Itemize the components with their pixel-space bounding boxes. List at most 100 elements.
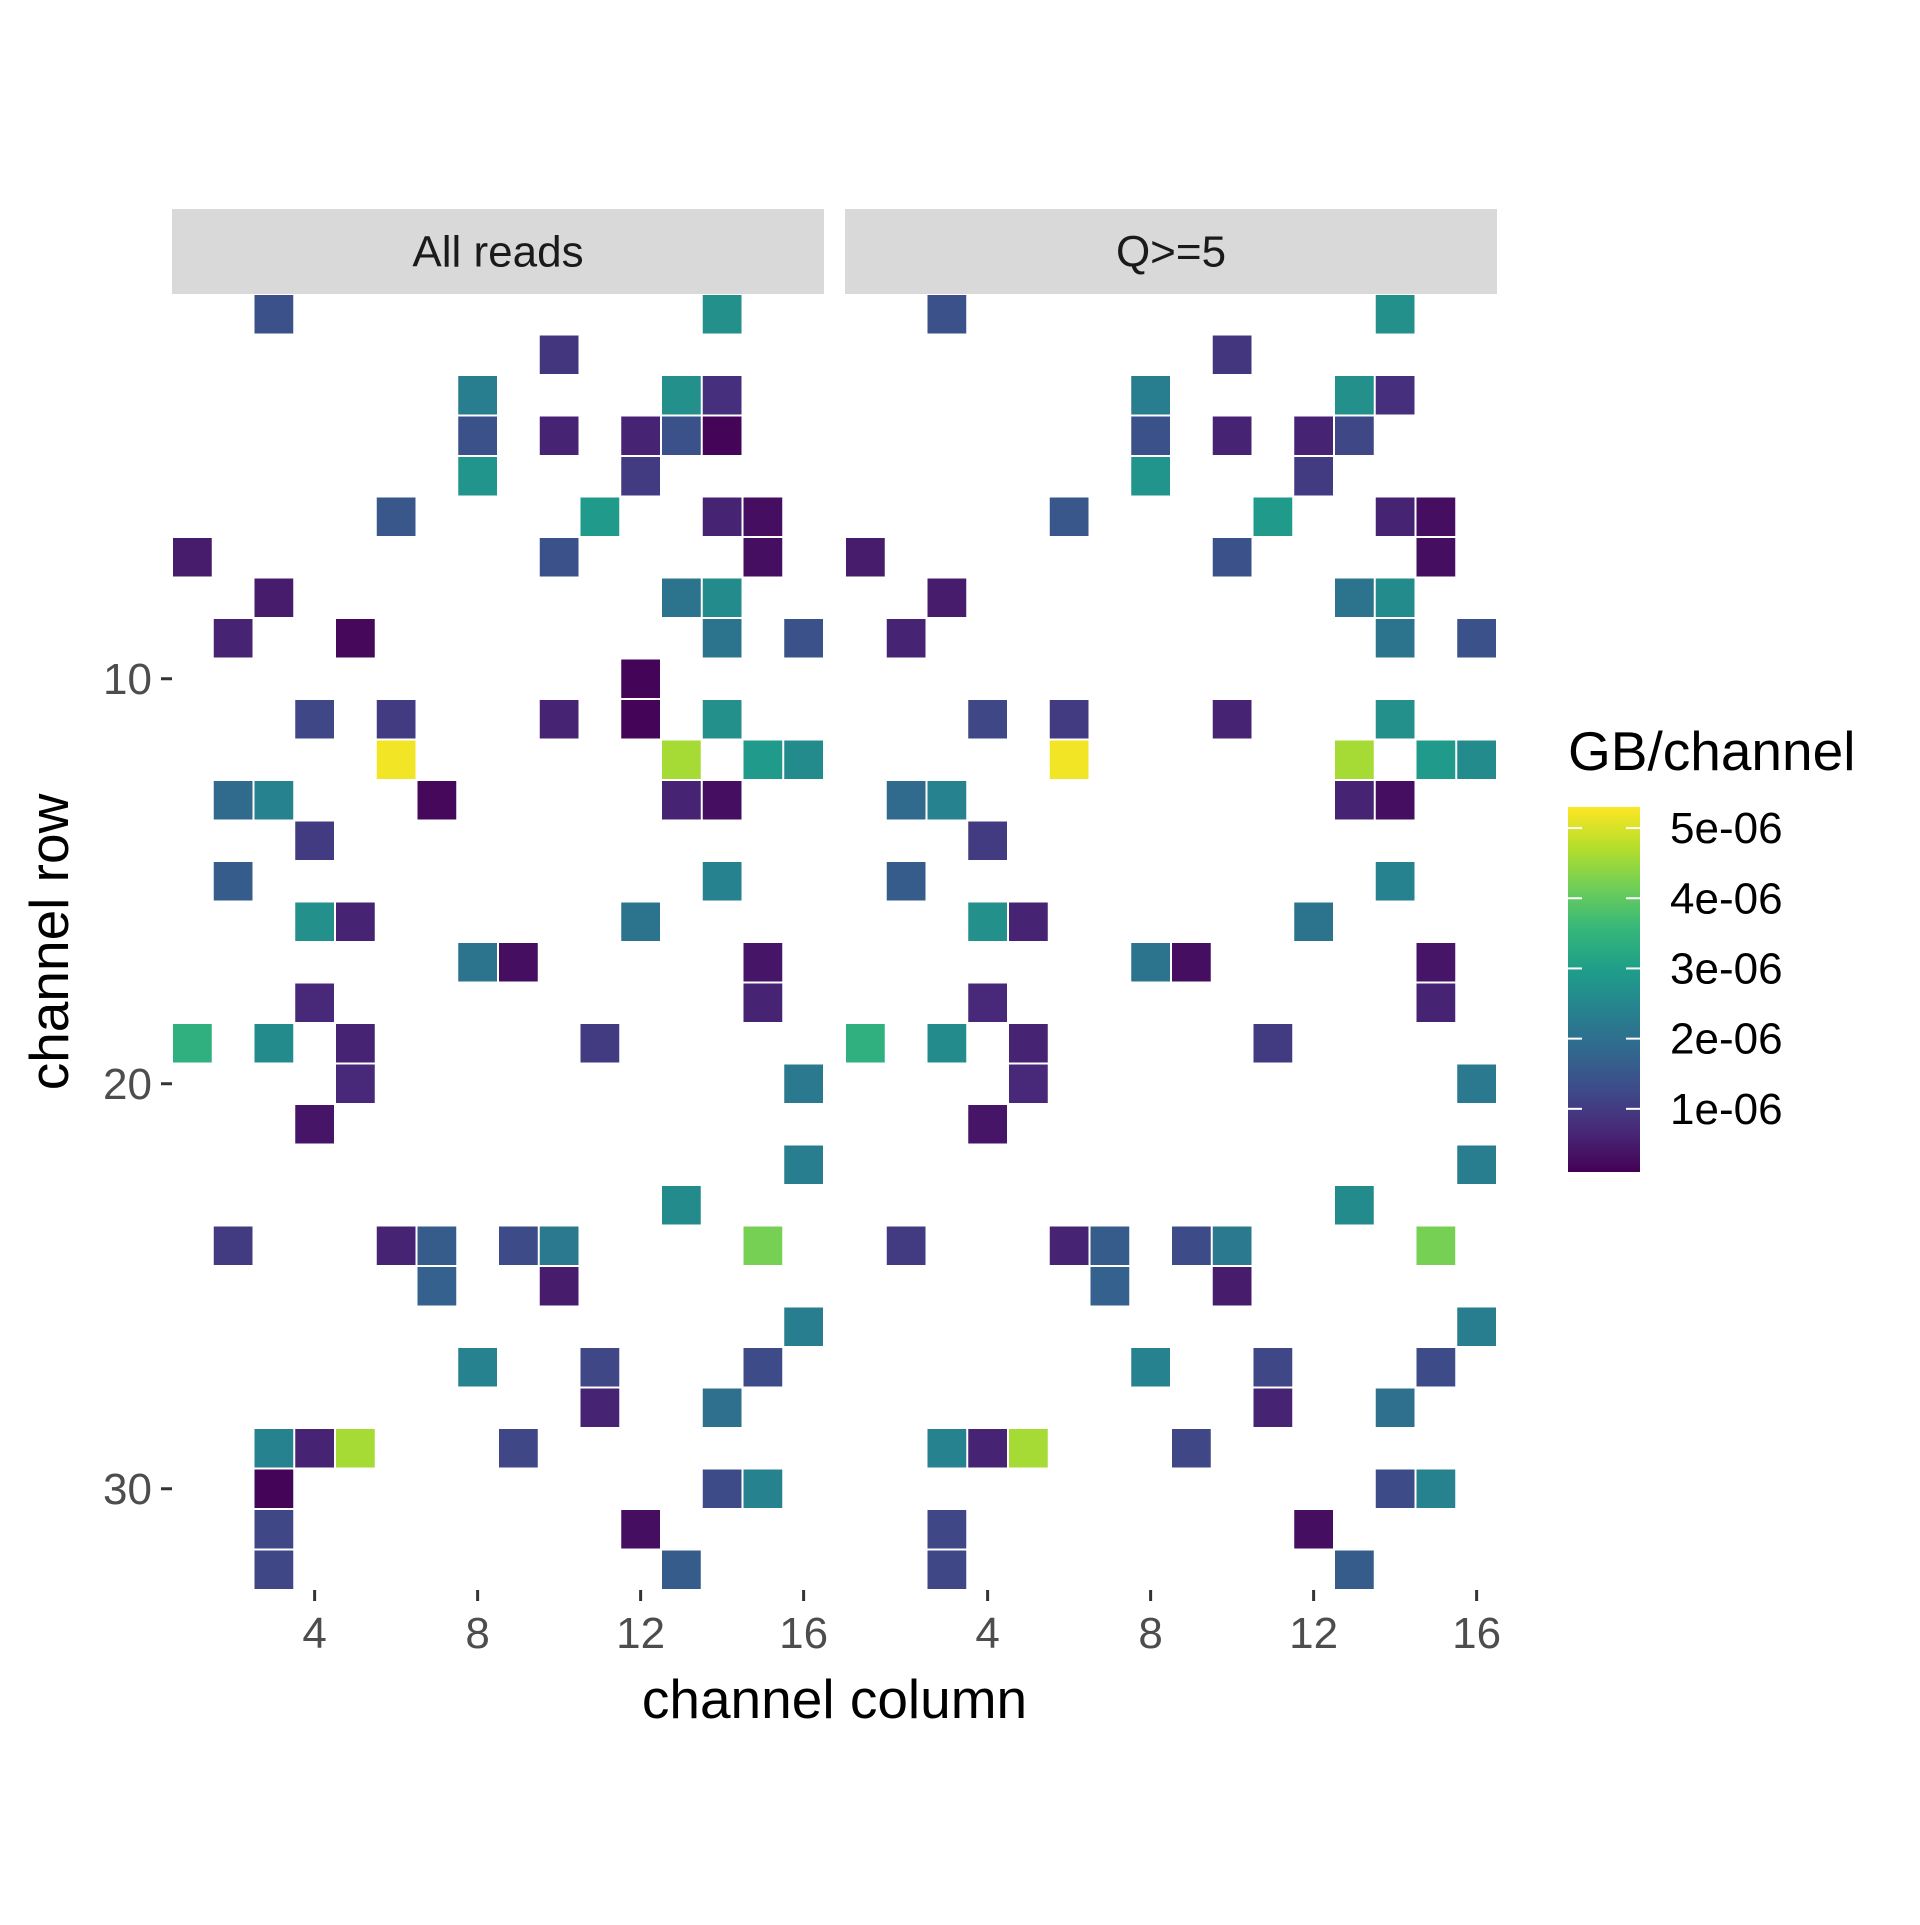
heatmap-cell [784,1307,823,1346]
heatmap-cell [580,1348,620,1387]
heatmap-cell [499,1429,538,1468]
heatmap-cell [499,1226,538,1265]
legend-tick-label: 3e-06 [1670,944,1783,993]
heatmap-cell [254,1429,294,1468]
heatmap-cell [927,1429,967,1468]
heatmap-cell [1131,416,1170,455]
heatmap-cell [1416,1348,1456,1387]
heatmap-cell [417,1226,457,1265]
heatmap-cell [1335,781,1374,820]
heatmap-cell [1131,1348,1170,1387]
heatmap-cell [336,1024,375,1063]
heatmap-cell [702,619,742,658]
heatmap-cell [539,538,579,577]
heatmap-cell [702,295,742,334]
heatmap-cell [743,1348,783,1387]
legend-tick-label: 4e-06 [1670,874,1783,923]
heatmap-cell [743,538,783,577]
heatmap-cell [539,1267,579,1306]
heatmap-cell [539,700,579,739]
heatmap-cell [580,497,620,536]
legend-colorbar [1568,807,1640,1172]
heatmap-cell [458,457,497,496]
heatmap-cell [743,943,783,982]
heatmap-cell [621,902,660,941]
heatmap-cell [702,1388,742,1427]
heatmap-cell [702,862,742,901]
heatmap-cell [1335,376,1374,415]
heatmap-cell [1131,943,1170,982]
heatmap-cell [927,1024,967,1063]
heatmap-cell [1457,1307,1496,1346]
heatmap-cell [336,902,375,941]
heatmap-cell [1375,578,1415,617]
heatmap-cell [1090,1267,1130,1306]
heatmap-cell [1375,1469,1415,1508]
heatmap-cell [743,1469,783,1508]
heatmap-cell [968,700,1007,739]
heatmap-cell [1172,1429,1211,1468]
heatmap-cell [173,538,212,577]
x-tick-label: 16 [1452,1609,1501,1658]
heatmap-cell [213,1226,253,1265]
heatmap-cell [662,1550,701,1589]
heatmap-cell [702,781,742,820]
heatmap-cell [1212,700,1252,739]
heatmap-cell [1090,1226,1130,1265]
heatmap-cell [336,1064,375,1103]
facet-strip-label: Q>=5 [1116,228,1226,277]
heatmap-cell [254,295,294,334]
heatmap-cell [1335,740,1374,779]
x-axis-title: channel column [642,1668,1027,1730]
y-tick-label: 30 [103,1465,152,1514]
heatmap-cell [254,1024,294,1063]
legend-title: GB/channel [1568,720,1855,782]
heatmap-cell [1335,416,1374,455]
heatmap-cell [927,295,967,334]
heatmap-cell [539,335,579,374]
heatmap-cell [927,578,967,617]
heatmap-cell [1457,740,1496,779]
heatmap-cell [968,1105,1007,1144]
legend-tick-label: 2e-06 [1670,1015,1783,1064]
heatmap-cell [1335,578,1374,617]
heatmap-cell [1212,538,1252,577]
heatmap-cell [1212,1226,1252,1265]
heatmap-cell [927,1550,967,1589]
heatmap-cell [254,1469,294,1508]
heatmap-cell [1049,740,1089,779]
heatmap-cell [662,1186,701,1225]
heatmap-cell [1335,1550,1374,1589]
heatmap-cell [295,902,334,941]
heatmap-cell [743,1226,783,1265]
heatmap-cell [662,740,701,779]
heatmap-cell [1375,295,1415,334]
heatmap-cell [458,1348,497,1387]
heatmap-cell [743,983,783,1022]
heatmap-cell [662,416,701,455]
heatmap-cell [1294,902,1333,941]
heatmap-cell [1375,1388,1415,1427]
heatmap-cell [621,659,660,698]
heatmap-cell [784,740,823,779]
heatmap-cell [539,1226,579,1265]
heatmap-cell [1294,1510,1333,1549]
heatmap-cell [1253,1388,1293,1427]
x-tick-label: 4 [302,1609,326,1658]
heatmap-cell [1212,416,1252,455]
heatmap-cell [580,1024,620,1063]
y-tick-label: 20 [103,1060,152,1109]
heatmap-cell [1457,1145,1496,1184]
heatmap-cell [1009,1429,1048,1468]
x-tick-label: 8 [465,1609,489,1658]
heatmap-cell [295,1429,334,1468]
legend-tick-label: 1e-06 [1670,1085,1783,1134]
heatmap-cell [1212,335,1252,374]
heatmap-cell [376,700,416,739]
heatmap-cell [1294,457,1333,496]
heatmap-cell [539,416,579,455]
heatmap-cell [376,497,416,536]
heatmap-cell [295,1105,334,1144]
heatmap-cell [213,619,253,658]
